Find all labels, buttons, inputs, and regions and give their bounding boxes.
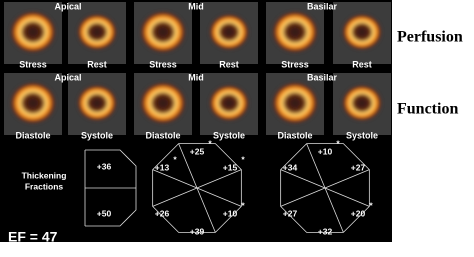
- segment-value: +10: [318, 146, 333, 156]
- spoke: [152, 169, 198, 189]
- polar-maps: [84, 143, 370, 233]
- spoke: [280, 187, 326, 207]
- thickening-title: Thickening: [22, 170, 67, 180]
- tile-label: Rest: [352, 59, 372, 69]
- myocardium: [9, 10, 57, 54]
- tile-label: Systole: [81, 130, 113, 140]
- segment-value: +13: [155, 162, 170, 172]
- tile-label: Diastole: [145, 130, 180, 140]
- row-title: Perfusion: [397, 29, 463, 46]
- segment-value: +10: [223, 208, 238, 218]
- segment-value: +15: [223, 162, 238, 172]
- tile-label: Diastole: [277, 130, 312, 140]
- spoke: [324, 187, 344, 233]
- spoke: [196, 187, 242, 207]
- ef-label: EF = 47: [8, 229, 58, 245]
- row-title: Function: [397, 101, 458, 118]
- myocardium: [139, 10, 187, 54]
- spoke: [196, 169, 242, 189]
- segment-value: +34: [283, 162, 298, 172]
- level-label: Apical: [54, 72, 81, 82]
- myocardium: [76, 13, 118, 51]
- segment-value: +26: [155, 208, 170, 218]
- tile-label: Systole: [213, 130, 245, 140]
- tile-label: Rest: [87, 59, 107, 69]
- level-label: Basilar: [307, 72, 338, 82]
- significance-star: *: [208, 138, 212, 148]
- myocardium: [271, 81, 319, 125]
- level-label: Mid: [188, 72, 204, 82]
- tile-label: Stress: [19, 59, 47, 69]
- segment-value: +27: [351, 162, 366, 172]
- myocardium: [139, 81, 187, 125]
- myocardium: [341, 84, 383, 122]
- tile-label: Stress: [149, 59, 177, 69]
- tile-label: Rest: [219, 59, 239, 69]
- spoke: [152, 187, 198, 207]
- level-label: Basilar: [307, 1, 338, 11]
- spoke: [196, 187, 216, 233]
- segment-value: +36: [97, 161, 112, 171]
- level-label: Apical: [54, 1, 81, 11]
- myocardium: [271, 10, 319, 54]
- tile-label: Stress: [281, 59, 309, 69]
- significance-star: *: [336, 138, 340, 148]
- level-label: Mid: [188, 1, 204, 11]
- segment-value: +32: [318, 226, 333, 236]
- segment-value: +39: [190, 226, 205, 236]
- significance-star: *: [241, 154, 245, 164]
- spoke: [280, 169, 326, 189]
- segment-value: +50: [97, 208, 112, 218]
- spoke: [306, 143, 326, 189]
- thickening-title: Fractions: [25, 181, 64, 191]
- spoke: [324, 169, 370, 189]
- spoke: [324, 187, 370, 207]
- spoke: [178, 143, 198, 189]
- tile-label: Systole: [346, 130, 378, 140]
- significance-star: *: [369, 200, 373, 210]
- segment-value: +27: [283, 208, 298, 218]
- black-panel: [0, 0, 392, 242]
- significance-star: *: [173, 154, 177, 164]
- myocardium: [208, 84, 250, 122]
- tile-label: Diastole: [15, 130, 50, 140]
- significance-star: *: [241, 200, 245, 210]
- myocardium: [9, 81, 57, 125]
- segment-value: +25: [190, 146, 205, 156]
- segment-value: +20: [351, 208, 366, 218]
- myocardium: [76, 84, 118, 122]
- myocardium: [341, 13, 383, 51]
- myocardium: [208, 13, 250, 51]
